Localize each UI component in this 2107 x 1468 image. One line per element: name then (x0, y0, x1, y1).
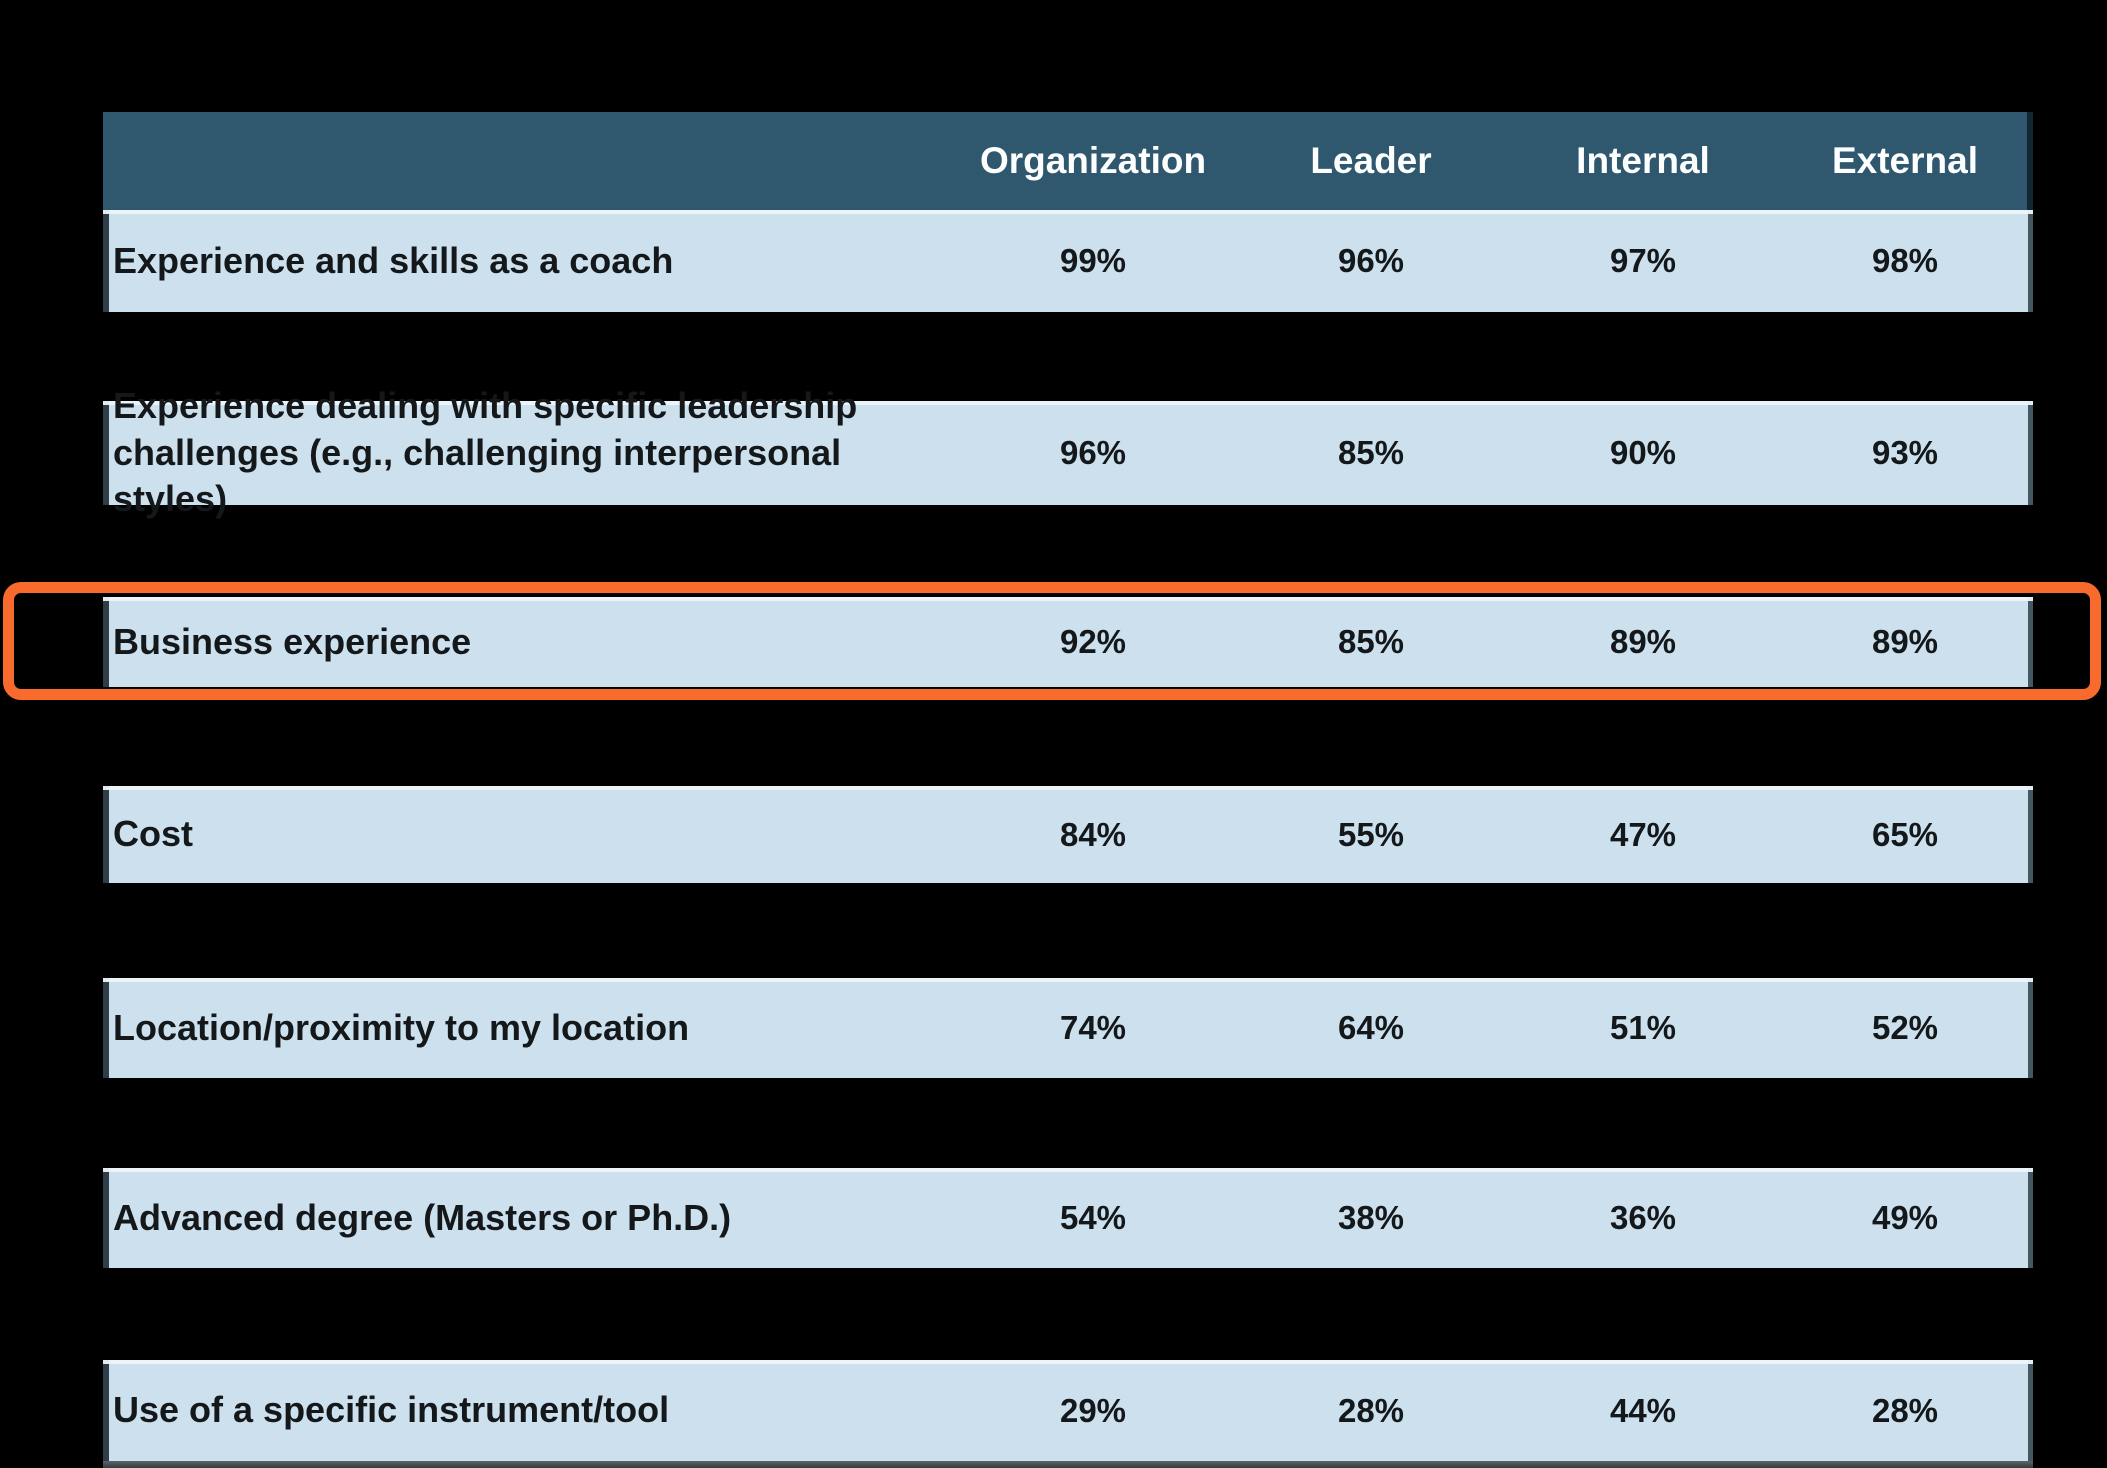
row-label: Use of a specific instrument/tool (113, 1389, 670, 1431)
table-row-leadership-challenges: Experience dealing with specific leaders… (103, 385, 2033, 519)
cell-value: 92% (1059, 623, 1127, 660)
cell-value: 96% (1059, 434, 1127, 471)
table-row-experience-skills: Experience and skills as a coach 99% 96%… (103, 210, 2033, 312)
table-row-instrument-tool: Use of a specific instrument/tool 29% 28… (103, 1360, 2033, 1461)
table-row-advanced-degree: Advanced degree (Masters or Ph.D.) 54% 3… (103, 1168, 2033, 1268)
row-label: Experience and skills as a coach (113, 239, 674, 281)
table-row-business-experience: Business experience 92% 85% 89% 89% (103, 597, 2033, 687)
cell-value: 54% (1059, 1199, 1127, 1236)
cell-value: 64% (1337, 1009, 1405, 1046)
row-label: Location/proximity to my location (113, 1006, 690, 1048)
cell-value: 55% (1337, 815, 1405, 853)
cell-value: 98% (1871, 242, 1939, 279)
cell-value: 29% (1059, 1391, 1127, 1429)
table-row-location: Location/proximity to my location 74% 64… (103, 978, 2033, 1078)
table-bottom-edge (103, 1461, 2033, 1468)
cell-value: 65% (1871, 815, 1939, 853)
cell-value: 99% (1059, 242, 1127, 279)
cell-value: 89% (1871, 623, 1939, 660)
cell-value: 36% (1609, 1199, 1677, 1236)
column-header-organization: Organization (979, 140, 1207, 181)
cell-value: 85% (1337, 623, 1405, 660)
cell-value: 49% (1871, 1199, 1939, 1236)
row-label: Advanced degree (Masters or Ph.D.) (113, 1196, 732, 1238)
cell-value: 74% (1059, 1009, 1127, 1046)
cell-value: 28% (1871, 1391, 1939, 1429)
cell-value: 44% (1609, 1391, 1677, 1429)
table-header-row: Organization Leader Internal External (103, 112, 2033, 210)
cell-value: 47% (1609, 815, 1677, 853)
column-header-external: External (1831, 140, 1978, 181)
cell-value: 89% (1609, 623, 1677, 660)
cell-value: 84% (1059, 815, 1127, 853)
cell-value: 85% (1337, 434, 1405, 471)
column-header-internal: Internal (1576, 140, 1710, 181)
row-label: Business experience (113, 620, 472, 662)
column-header-leader: Leader (1310, 140, 1432, 181)
row-label: Experience dealing with specific leaders… (113, 384, 858, 520)
cell-value: 51% (1609, 1009, 1677, 1046)
row-label: Cost (113, 813, 193, 855)
cell-value: 97% (1609, 242, 1677, 279)
cell-value: 93% (1871, 434, 1939, 471)
cell-value: 52% (1871, 1009, 1939, 1046)
cell-value: 90% (1609, 434, 1677, 471)
table-row-cost: Cost 84% 55% 47% 65% (103, 786, 2033, 883)
cell-value: 96% (1337, 242, 1405, 279)
cell-value: 38% (1337, 1199, 1405, 1236)
cell-value: 28% (1337, 1391, 1405, 1429)
